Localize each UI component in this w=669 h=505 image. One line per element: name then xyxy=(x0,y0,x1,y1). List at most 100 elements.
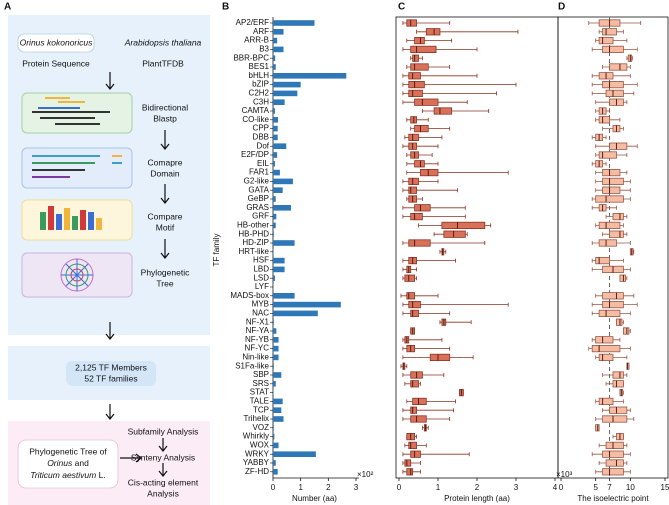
y-tick-label: SRS xyxy=(253,379,269,388)
box xyxy=(406,292,415,300)
bar xyxy=(273,398,283,405)
box xyxy=(414,98,439,106)
bar xyxy=(273,143,287,149)
y-tick-label: B3 xyxy=(259,45,269,54)
box xyxy=(605,441,624,450)
bar xyxy=(273,389,274,396)
tree-label-part: L. xyxy=(99,470,106,480)
box xyxy=(410,212,423,221)
analysis: Analysis xyxy=(147,488,179,498)
y-tick-label: ARF xyxy=(253,27,269,36)
panel-label: B xyxy=(222,2,229,13)
bar xyxy=(273,20,315,26)
tree-icon xyxy=(60,258,94,292)
plot-frame xyxy=(557,16,669,479)
box xyxy=(412,54,419,62)
y-tick-label: BES1 xyxy=(249,62,270,71)
bar xyxy=(273,81,301,88)
box xyxy=(602,45,624,54)
y-tick-label: YABBY xyxy=(243,458,270,467)
bar xyxy=(273,319,274,325)
y-tick-label: NF-YB xyxy=(245,335,269,344)
bar xyxy=(273,293,295,299)
bar xyxy=(273,108,275,114)
box xyxy=(414,125,429,133)
box xyxy=(410,45,437,54)
x-tick-label: 0 xyxy=(559,483,564,492)
box xyxy=(406,19,417,27)
bar xyxy=(273,73,347,79)
box xyxy=(605,89,624,97)
box xyxy=(612,371,624,379)
x-tick-label: 3 xyxy=(514,483,519,492)
box xyxy=(414,160,425,168)
box xyxy=(408,81,425,89)
y-tick-label: HB-PHD xyxy=(238,229,269,238)
box xyxy=(602,177,624,185)
y-tick-label: SBP xyxy=(253,370,269,379)
step: Motif xyxy=(156,222,175,232)
box xyxy=(408,133,419,141)
source: PlantTFDB xyxy=(142,58,184,68)
y-tick-label: DBB xyxy=(253,133,269,142)
box xyxy=(414,37,425,45)
tree-box xyxy=(17,439,119,489)
y-tick-label: CPP xyxy=(253,124,269,133)
y-tick-label: S1Fa-like xyxy=(235,361,269,370)
step: Blastp xyxy=(153,113,177,123)
bar xyxy=(273,442,279,449)
summary-box xyxy=(66,361,156,386)
box xyxy=(602,450,624,458)
bar xyxy=(273,125,278,132)
box xyxy=(595,256,610,265)
charts: 0 1 2 3 Number (aa) ×10² TF family AP2/ERFARFAR… xyxy=(212,16,669,503)
y-tick-label: LSD xyxy=(253,273,269,282)
y-tick-label: NF-X1 xyxy=(246,317,270,326)
bar xyxy=(273,266,285,273)
box xyxy=(598,239,617,247)
bar xyxy=(273,372,282,378)
y-tick-label: GRAS xyxy=(246,203,269,212)
y-tick-label: CO-like xyxy=(242,115,269,124)
tree-label-part: Triticum aestivum xyxy=(30,470,96,480)
bar xyxy=(273,134,278,141)
y-tick-label: WRKY xyxy=(245,449,270,458)
box xyxy=(410,450,421,458)
y-tick-label: bHLH xyxy=(249,71,270,80)
y-tick-label: NAC xyxy=(252,309,269,318)
bar xyxy=(273,152,278,158)
box xyxy=(602,468,624,476)
box xyxy=(591,344,621,353)
box xyxy=(412,397,427,406)
arrow xyxy=(105,72,115,90)
box xyxy=(616,318,623,326)
bar xyxy=(273,433,275,440)
box xyxy=(406,468,414,476)
y-tick-label: MADS-box xyxy=(230,291,269,300)
tree-label: Triticum aestivum L. xyxy=(30,470,105,480)
analysis: Synteny Analysis xyxy=(131,452,195,462)
y-tick-label: GATA xyxy=(248,185,269,194)
box xyxy=(602,415,628,423)
source: Protein Sequence xyxy=(22,58,90,68)
box xyxy=(598,397,614,406)
arrow xyxy=(105,322,115,340)
box xyxy=(408,441,417,450)
bar xyxy=(273,196,276,202)
box xyxy=(609,230,624,238)
y-tick-label: LBD xyxy=(253,265,269,274)
bar xyxy=(273,37,278,44)
bar xyxy=(273,354,279,361)
y-tick-label: HB-other xyxy=(237,221,269,230)
workflow: Orinus kokonoricus Arabidopsis thaliana … xyxy=(8,15,210,335)
y-tick-label: Trihelix xyxy=(244,414,269,423)
x-tick-label: 15 xyxy=(661,483,669,492)
y-tick-label: GeBP xyxy=(248,194,269,203)
y-tick-label: ZF-HD xyxy=(245,467,269,476)
x-multiplier: ×10³ xyxy=(556,470,573,479)
arrow xyxy=(120,438,168,477)
bar xyxy=(273,46,284,53)
y-axis-label: TF family xyxy=(212,234,221,267)
y-tick-label: WOX xyxy=(250,441,270,450)
